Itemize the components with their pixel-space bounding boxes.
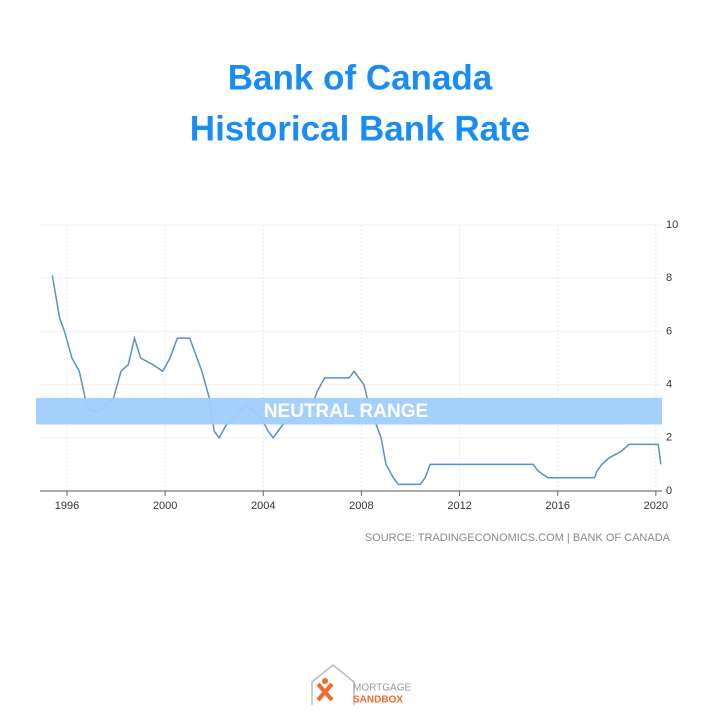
x-tick-label: 2004 — [251, 500, 275, 512]
x-tick-label: 2008 — [349, 500, 373, 512]
y-tick-label: 0 — [666, 485, 672, 497]
y-tick-label: 2 — [666, 432, 672, 444]
source-note: SOURCE: TRADINGECONOMICS.COM | BANK OF C… — [365, 532, 671, 544]
line — [51, 275, 662, 486]
x-tick-label: 1996 — [55, 500, 79, 512]
band-label: NEUTRAL RANGE — [264, 401, 428, 422]
y-tick-label: 4 — [666, 379, 672, 391]
y-tick-label: 10 — [666, 219, 678, 231]
x-tick-label: 2012 — [447, 500, 471, 512]
x-tick-label: 2000 — [153, 500, 177, 512]
logo-text: SANDBOX — [353, 695, 403, 706]
chart-title: Bank of Canada — [228, 58, 493, 97]
x-tick-label: 2020 — [644, 500, 668, 512]
logo-icon — [311, 664, 355, 705]
neutral-band — [36, 397, 662, 425]
y-tick-label: 6 — [666, 325, 672, 337]
chart-title: Historical Bank Rate — [190, 109, 530, 148]
y-tick-label: 8 — [666, 272, 672, 284]
x-tick-label: 2016 — [545, 500, 569, 512]
logo-text: MORTGAGE — [353, 683, 411, 694]
